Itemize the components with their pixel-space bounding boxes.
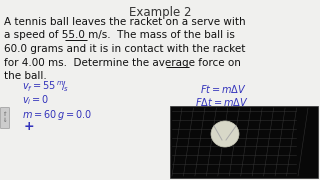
FancyBboxPatch shape [1,107,10,129]
Text: the ball.: the ball. [4,71,47,81]
Ellipse shape [211,121,239,147]
Text: 60.0 grams and it is in contact with the racket: 60.0 grams and it is in contact with the… [4,44,245,54]
Text: $Ft = m\Delta V$: $Ft = m\Delta V$ [200,83,247,95]
Text: ⇓: ⇓ [3,118,7,123]
Text: A tennis ball leaves the racket on a serve with: A tennis ball leaves the racket on a ser… [4,17,246,27]
Text: ⇑: ⇑ [3,112,7,117]
Text: $v_i = 0$: $v_i = 0$ [22,93,49,107]
Text: for 4.00 ms.  Determine the average force on: for 4.00 ms. Determine the average force… [4,57,241,68]
Text: $F\Delta t = m\Delta V$: $F\Delta t = m\Delta V$ [195,96,248,108]
Bar [170,106,318,178]
Text: $v_f= 55\,^m\!/\!_s$: $v_f= 55\,^m\!/\!_s$ [22,80,69,94]
Text: $m = 60\,g = 0.0$: $m = 60\,g = 0.0$ [22,108,92,122]
Text: +: + [24,120,35,133]
Text: Example 2: Example 2 [129,6,191,19]
Text: a speed of 55.0 m/s.  The mass of the ball is: a speed of 55.0 m/s. The mass of the bal… [4,30,235,40]
